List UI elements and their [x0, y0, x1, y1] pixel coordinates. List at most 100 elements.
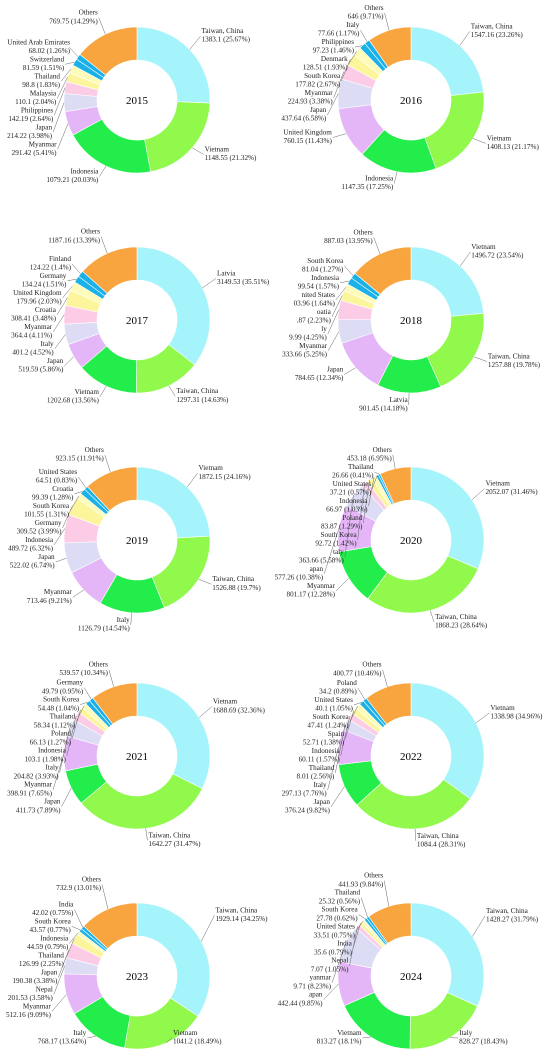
slice-label-2024-thailand: Thailand 25.32 (0.56%) — [319, 889, 361, 906]
leader-line-2019-taiwan-china — [198, 578, 212, 585]
leader-line-2024-united-states — [355, 920, 364, 932]
leader-line-2021-poland — [71, 709, 81, 739]
leader-line-2016-united-kingdom — [332, 133, 347, 138]
leader-line-2015-malaysia — [57, 76, 68, 99]
slice-label-2016-others: Others 646 (9.71%) — [348, 4, 385, 21]
slice-label-2019-myanmar: Myanmar 713.46 (9.21%) — [27, 588, 73, 605]
slice-label-2019-others: Others 923.15 (11.91%) — [56, 446, 105, 463]
slice-label-2022-indonesia: Indonesia 60.11 (1.57%) — [299, 747, 341, 764]
leader-line-2020-vietnam — [471, 488, 485, 501]
leader-line-2022-taiwan-china — [414, 828, 417, 841]
leader-line-2023-indonesia — [69, 932, 79, 944]
leader-line-2017-vietnam — [99, 386, 107, 397]
leader-line-2023-india — [74, 909, 83, 928]
leader-line-2022-indonesia — [340, 716, 351, 757]
slice-label-2020-south-korea: South Korea 92.72 (1.42%) — [315, 531, 357, 548]
leader-line-2017-japan — [64, 356, 75, 366]
slice-label-2024-united-states: United States 33.51 (0.75%) — [314, 923, 356, 940]
slice-label-2020-poland: Poland 83.87 (1.29%) — [321, 514, 363, 531]
slice-label-2018-myanmar: Myanmar 333.66 (5.25%) — [282, 342, 328, 359]
leader-line-2022-united-states — [353, 702, 362, 706]
slice-label-2022-vietnam: Vietnam 1338.98 (34.96%) — [490, 704, 543, 721]
slice-label-2016-vietnam: Vietnam 1408.13 (21.17%) — [487, 134, 540, 151]
slice-label-2024-myanmar: yanmar 9.71 (8.23%) — [293, 974, 331, 991]
slice-label-2024-italy: Italy 828.27 (18.43%) — [459, 1029, 508, 1046]
leader-line-2021-japan — [61, 787, 72, 807]
leader-line-2017-croatia — [56, 297, 68, 315]
leader-line-2020-italy — [344, 495, 354, 558]
slice-label-2017-taiwan-china: Taiwan, China 1297.31 (14.63%) — [176, 387, 229, 404]
leader-line-2021-germany — [83, 687, 92, 700]
slice-label-2015-others: Others 769.75 (14.29%) — [49, 9, 98, 26]
slice-label-2024-japan: apan 442.44 (9.85%) — [278, 991, 324, 1008]
year-label-2022: 2022 — [400, 751, 422, 763]
slice-label-2019-indonesia: Indonesia 489.72 (6.32%) — [8, 536, 54, 553]
slice-label-2022-south-korea: South Korea 47.41 (1.24%) — [307, 713, 349, 730]
leader-line-2024-thailand — [360, 897, 368, 918]
leader-line-2024-india — [352, 923, 361, 949]
slice-label-2023-myanmar: Myanmar 512.16 (9.09%) — [6, 1002, 52, 1019]
slice-label-2020-others: Others 453.18 (6.95%) — [347, 446, 393, 463]
slice-label-2017-japan: Japan 519.59 (5.86%) — [18, 357, 64, 374]
leader-line-2019-vietnam — [187, 473, 198, 488]
slice-label-2016-indonesia: Indonesia 1147.35 (17.25%) — [341, 174, 394, 191]
slice-label-2020-myanmar: Myanmar 801.17 (12.28%) — [286, 582, 335, 599]
year-label-2015: 2015 — [126, 95, 149, 107]
slice-label-2023-thailand: Thailand 126.99 (2.25%) — [19, 951, 65, 968]
leader-line-2018-taiwan-china — [473, 356, 488, 362]
slice-label-2020-vietnam: Vietnam 2052.07 (31.46%) — [485, 480, 538, 497]
slice-label-2018-latvia: Latvia 901.45 (14.18%) — [359, 396, 408, 413]
leader-line-2024-japan — [323, 983, 339, 1000]
slice-2022-others — [365, 682, 412, 725]
slice-label-2024-taiwan-china: Taiwan, China 1428.27 (31.79%) — [486, 907, 539, 924]
donut-2017: 2017 Latvia 3149.53 (35.51%) Taiwan, China 1… — [11, 228, 270, 405]
slice-label-2021-others: Others 539.57 (10.34%) — [59, 661, 108, 678]
leader-line-2015-vietnam — [192, 147, 204, 155]
leader-line-2021-taiwan-china — [145, 828, 148, 841]
slice-label-2019-japan: Japan 522.02 (6.74%) — [10, 553, 56, 570]
slice-label-2021-taiwan-china: Taiwan, China 1642.27 (31.47%) — [148, 831, 201, 848]
slice-label-2021-myanmar: Myanmar 398.91 (7.65%) — [7, 781, 53, 798]
slice-label-2021-japan: Japan 411.73 (7.89%) — [16, 798, 61, 815]
slice-label-2017-italy: Italy 401.2 (4.52%) — [12, 340, 54, 357]
slice-label-2016-japan: Japan 437.64 (6.58%) — [281, 106, 327, 123]
leader-line-2016-vietnam — [472, 138, 486, 144]
slice-label-2022-poland: Poland 34.2 (0.89%) — [319, 679, 357, 696]
slice-label-2023-south-korea: South Korea 43.57 (0.77%) — [29, 917, 71, 934]
leader-line-2019-italy — [130, 612, 133, 625]
leader-line-2019-others — [104, 455, 111, 473]
leader-line-2024-others — [383, 880, 390, 907]
slice-label-2023-indonesia: Indonesia 44.59 (0.79%) — [27, 934, 69, 951]
slice-2015-taiwan-china — [136, 26, 211, 104]
slice-label-2018-south-korea: South Korea 81.04 (1.27%) — [302, 257, 344, 274]
leader-line-2015-indonesia — [99, 165, 107, 177]
slice-2018-others — [354, 246, 412, 295]
slice-label-2017-latvia: Latvia 3149.53 (35.51%) — [217, 269, 270, 286]
leader-line-2019-croatia — [74, 491, 83, 495]
donut-2023: 2023 Taiwan, China 1929.14 (34.25%) Vietnam… — [6, 876, 268, 1050]
slice-2023-others — [83, 902, 138, 950]
slice-label-2017-croatia: Croatia 308.41 (3.48%) — [11, 306, 57, 323]
slice-label-2017-united-kingdom: United Kingdom 179.96 (2.03%) — [13, 289, 62, 306]
slice-label-2022-thailand: Thailand 8.01 (2.56%) — [297, 764, 335, 781]
slice-label-2024-others: Others 441.93 (9.84%) — [338, 872, 384, 889]
slice-label-2018-oatia: oatia .87 (2.23%) — [297, 308, 332, 325]
slice-2015-vietnam — [144, 101, 211, 173]
leader-line-2016-others — [384, 13, 390, 31]
leader-line-2019-south-korea — [69, 495, 80, 512]
slice-label-2015-taiwan-china: Taiwan, China 1383.1 (25.67%) — [202, 27, 251, 44]
year-label-2021: 2021 — [126, 751, 148, 763]
leader-line-2020-united-states — [371, 475, 378, 490]
slice-label-2022-italy: Italy 297.13 (7.76%) — [282, 781, 328, 798]
donut-2018: 2018 Vietnam 1496.72 (23.54%) Taiwan, China… — [282, 228, 541, 412]
slice-label-2019-taiwan-china: Taiwan, China 1526.88 (19.7%) — [212, 575, 261, 592]
leader-line-2020-poland — [363, 479, 370, 524]
slice-label-2016-taiwan-china: Taiwan, China 1547.16 (23.26%) — [471, 22, 524, 39]
leader-line-2015-united-arab-emirates — [69, 47, 79, 57]
leader-line-2018-japan — [344, 367, 356, 375]
leader-line-2016-philippines — [354, 45, 363, 48]
slice-label-2023-nepal: Nepal 201.53 (3.58%) — [8, 985, 54, 1002]
slice-2019-others — [86, 466, 138, 512]
leader-line-2018-ly — [327, 309, 339, 334]
leader-line-2017-united-kingdom — [62, 285, 73, 298]
